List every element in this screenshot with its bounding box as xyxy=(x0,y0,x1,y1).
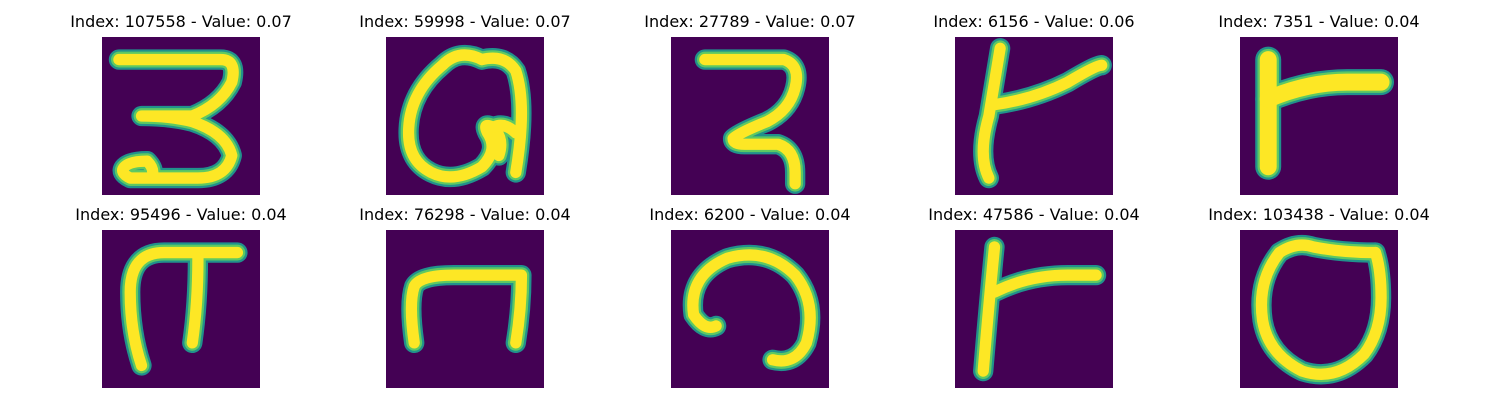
glyph-stroke xyxy=(988,59,1108,111)
panel-title: Index: 76298 - Value: 0.04 xyxy=(359,205,571,224)
glyph-stroke xyxy=(988,269,1102,298)
handwritten-glyph-image xyxy=(386,37,544,195)
panel-title: Index: 27789 - Value: 0.07 xyxy=(644,12,856,31)
image-panel-9: Index: 47586 - Value: 0.04 xyxy=(892,205,1176,388)
glyph-stroke xyxy=(1259,73,1390,108)
glyph-stroke xyxy=(699,53,803,190)
handwritten-glyph-image xyxy=(102,37,260,195)
image-panel-6: Index: 95496 - Value: 0.04 xyxy=(39,205,323,388)
image-panel-3: Index: 27789 - Value: 0.07 xyxy=(608,12,892,195)
glyph-stroke xyxy=(1273,239,1382,259)
image-panel-4: Index: 6156 - Value: 0.06 xyxy=(892,12,1176,195)
handwritten-glyph-image xyxy=(386,230,544,388)
glyph-stroke xyxy=(186,252,204,349)
handwritten-glyph-image xyxy=(955,37,1113,195)
panel-title: Index: 6156 - Value: 0.06 xyxy=(933,12,1135,31)
panel-title: Index: 95496 - Value: 0.04 xyxy=(75,205,287,224)
handwritten-glyph-image xyxy=(1240,230,1398,388)
glyph-stroke xyxy=(977,241,1001,377)
glyph-stroke xyxy=(405,269,528,349)
image-panel-2: Index: 59998 - Value: 0.07 xyxy=(323,12,607,195)
glyph-stroke xyxy=(687,249,816,367)
handwritten-glyph-image xyxy=(102,230,260,388)
glyph-stroke xyxy=(113,53,239,184)
glyph-stroke xyxy=(487,119,522,139)
glyph-stroke xyxy=(977,42,1006,184)
glyph-stroke xyxy=(124,246,244,372)
handwritten-glyph-image xyxy=(671,230,829,388)
handwritten-glyph-image xyxy=(1240,37,1398,195)
glyph-stroke xyxy=(1255,246,1387,380)
panel-title: Index: 47586 - Value: 0.04 xyxy=(928,205,1140,224)
image-panel-1: Index: 107558 - Value: 0.07 xyxy=(39,12,323,195)
panel-title: Index: 103438 - Value: 0.04 xyxy=(1208,205,1430,224)
panel-title: Index: 7351 - Value: 0.04 xyxy=(1218,12,1420,31)
panel-title: Index: 59998 - Value: 0.07 xyxy=(359,12,571,31)
handwritten-glyph-image xyxy=(671,37,829,195)
image-panel-10: Index: 103438 - Value: 0.04 xyxy=(1177,205,1461,388)
panel-title: Index: 6200 - Value: 0.04 xyxy=(649,205,851,224)
glyph-stroke xyxy=(476,52,528,179)
handwritten-glyph-image xyxy=(955,230,1113,388)
image-panel-8: Index: 6200 - Value: 0.04 xyxy=(608,205,892,388)
image-panel-7: Index: 76298 - Value: 0.04 xyxy=(323,205,607,388)
panel-title: Index: 107558 - Value: 0.07 xyxy=(70,12,292,31)
image-panel-5: Index: 7351 - Value: 0.04 xyxy=(1177,12,1461,195)
